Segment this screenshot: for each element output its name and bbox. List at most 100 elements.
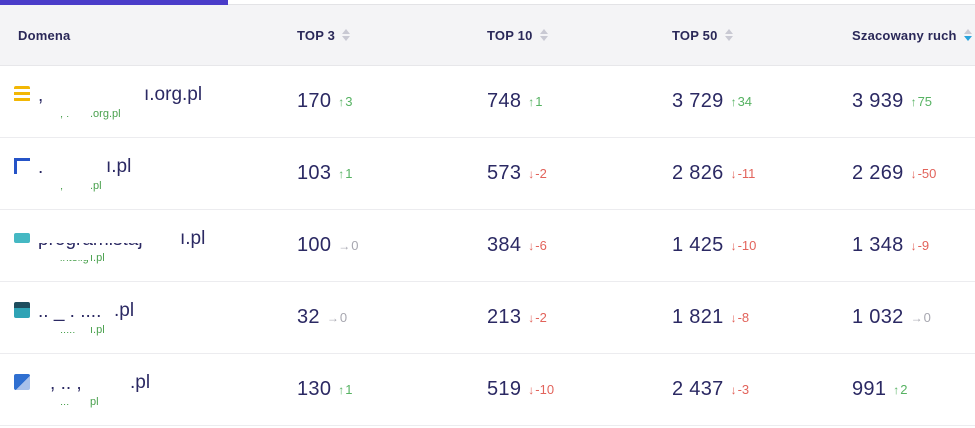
redacted-url-fragment: , — [60, 188, 90, 192]
column-header-label: TOP 10 — [487, 27, 533, 43]
trend-down-icon: ↓ — [730, 239, 737, 253]
metric-delta-value: 1 — [535, 94, 543, 109]
metric-value: 3 729 — [672, 90, 724, 112]
metric-cell: 32 → 0 — [285, 282, 475, 353]
trend-up-icon: ↑ — [338, 167, 345, 181]
sort-icon[interactable] — [342, 29, 351, 41]
metric-delta-value: 75 — [917, 94, 933, 109]
metric-delta-value: -10 — [535, 382, 555, 397]
metric-value: 1 821 — [672, 306, 724, 328]
metric-cell: 100 → 0 — [285, 210, 475, 281]
column-header-label: Domena — [18, 27, 71, 43]
domain-url-visible: ı.pl — [90, 251, 105, 264]
metric-cell: 3 939 ↑ 75 — [840, 66, 975, 137]
metric-cell: 2 437 ↓ -3 — [660, 354, 840, 425]
metric-delta-value: -11 — [737, 166, 756, 181]
metric-change: → 0 — [911, 310, 931, 325]
domain-url-link[interactable]: , . .org.pl — [60, 108, 285, 120]
metric-change: → 0 — [327, 310, 347, 325]
table-row[interactable]: . " ı.pl , .pl 103 ↑ 1 573 ↓ -2 2 826 ↓ … — [0, 138, 975, 210]
trend-up-icon: ↑ — [730, 95, 737, 109]
redacted-domain-fragment: . " — [38, 171, 106, 177]
sort-up-arrow-icon — [539, 29, 548, 34]
column-header-top10[interactable]: TOP 10 — [475, 28, 660, 43]
domain-link[interactable]: .. _ . .... .pl — [14, 300, 285, 321]
sort-icon[interactable] — [724, 29, 733, 41]
domain-link[interactable]: , ı.org.pl — [14, 84, 285, 105]
table-row[interactable]: .. _ . .... .pl ..... ı.pl 32 → 0 213 ↓ … — [0, 282, 975, 354]
trend-down-icon: ↓ — [910, 239, 917, 253]
domain-url-visible: pl — [90, 395, 99, 408]
column-header-label: TOP 50 — [672, 27, 718, 43]
table-header-row: Domena TOP 3 TOP 10 TOP 50 Szacowany ruc… — [0, 5, 975, 66]
metric-value: 100 — [297, 234, 332, 256]
table-row[interactable]: " , .. , .pl ... " - pl 130 ↑ 1 519 ↓ -1… — [0, 354, 975, 426]
metric-change: → 0 — [338, 238, 358, 253]
metric-value: 170 — [297, 90, 332, 112]
trend-up-icon: ↑ — [338, 383, 345, 397]
site-favicon-icon — [14, 374, 30, 390]
sort-down-arrow-icon — [724, 36, 733, 41]
metric-cell: 2 269 ↓ -50 — [840, 138, 975, 209]
tab-strip — [0, 0, 975, 5]
redacted-url-fragment: ... " - — [60, 404, 90, 408]
domain-url-link[interactable]: inteligentn ı.pl — [60, 252, 285, 264]
metric-cell: 1 348 ↓ -9 — [840, 210, 975, 281]
domain-link[interactable]: " , .. , .pl — [14, 372, 285, 393]
trend-down-icon: ↓ — [528, 167, 535, 181]
metric-delta-value: 0 — [351, 238, 359, 253]
trend-down-icon: ↓ — [910, 167, 917, 181]
metric-change: ↓ -50 — [911, 166, 937, 181]
metric-change: ↓ -2 — [528, 310, 547, 325]
metric-value: 991 — [852, 378, 887, 400]
metric-cell: 573 ↓ -2 — [475, 138, 660, 209]
sort-icon[interactable] — [963, 29, 972, 41]
metric-value: 1 348 — [852, 234, 904, 256]
metric-change: ↓ -10 — [528, 382, 554, 397]
column-header-top3[interactable]: TOP 3 — [285, 28, 475, 43]
active-tab-indicator — [0, 0, 228, 5]
domain-url-visible: .org.pl — [90, 107, 121, 120]
metric-delta-value: 34 — [737, 94, 753, 109]
trend-flat-icon: → — [910, 311, 923, 325]
redacted-url-fragment: inteligentn — [60, 260, 90, 264]
trend-flat-icon: → — [338, 239, 351, 253]
metric-change: ↑ 2 — [893, 382, 907, 397]
column-header-top50[interactable]: TOP 50 — [660, 28, 840, 43]
redacted-domain-fragment: .. _ . .... — [38, 315, 114, 321]
domain-url-link[interactable]: ..... ı.pl — [60, 324, 285, 336]
trend-down-icon: ↓ — [528, 239, 535, 253]
redacted-url-fragment: , . — [60, 116, 90, 120]
metric-cell: 1 032 → 0 — [840, 282, 975, 353]
domain-url-link[interactable]: , .pl — [60, 180, 285, 192]
metric-cell: 748 ↑ 1 — [475, 66, 660, 137]
metric-value: 3 939 — [852, 90, 904, 112]
domain-url-visible: .pl — [90, 179, 102, 192]
site-favicon-icon — [14, 233, 30, 243]
metric-change: ↑ 34 — [731, 94, 752, 109]
metric-cell: 130 ↑ 1 — [285, 354, 475, 425]
metric-change: ↓ -11 — [731, 166, 756, 181]
redacted-domain-fragment: , — [38, 99, 144, 105]
column-header-label: Szacowany ruch — [852, 27, 957, 43]
trend-up-icon: ↑ — [528, 95, 535, 109]
domain-url-link[interactable]: ... " - pl — [60, 396, 285, 408]
metric-cell: 991 ↑ 2 — [840, 354, 975, 425]
tab-strip-divider — [228, 0, 975, 5]
trend-up-icon: ↑ — [893, 383, 900, 397]
table-row[interactable]: , ı.org.pl , . .org.pl 170 ↑ 3 748 ↑ 1 3… — [0, 66, 975, 138]
trend-down-icon: ↓ — [730, 311, 737, 325]
metric-value: 748 — [487, 90, 522, 112]
sort-down-arrow-icon — [342, 36, 351, 41]
column-header-szacowany-ruch[interactable]: Szacowany ruch — [840, 28, 975, 43]
table-row[interactable]: programistaj ı.pl inteligentn ı.pl 100 →… — [0, 210, 975, 282]
metric-value: 384 — [487, 234, 522, 256]
domain-link[interactable]: . " ı.pl — [14, 156, 285, 177]
sort-icon[interactable] — [539, 29, 548, 41]
trend-up-icon: ↑ — [338, 95, 345, 109]
metric-delta-value: 0 — [923, 310, 931, 325]
trend-flat-icon: → — [326, 311, 339, 325]
domain-link[interactable]: programistaj ı.pl — [14, 228, 285, 249]
domain-cell: programistaj ı.pl inteligentn ı.pl — [0, 210, 285, 281]
metric-change: ↑ 3 — [338, 94, 352, 109]
